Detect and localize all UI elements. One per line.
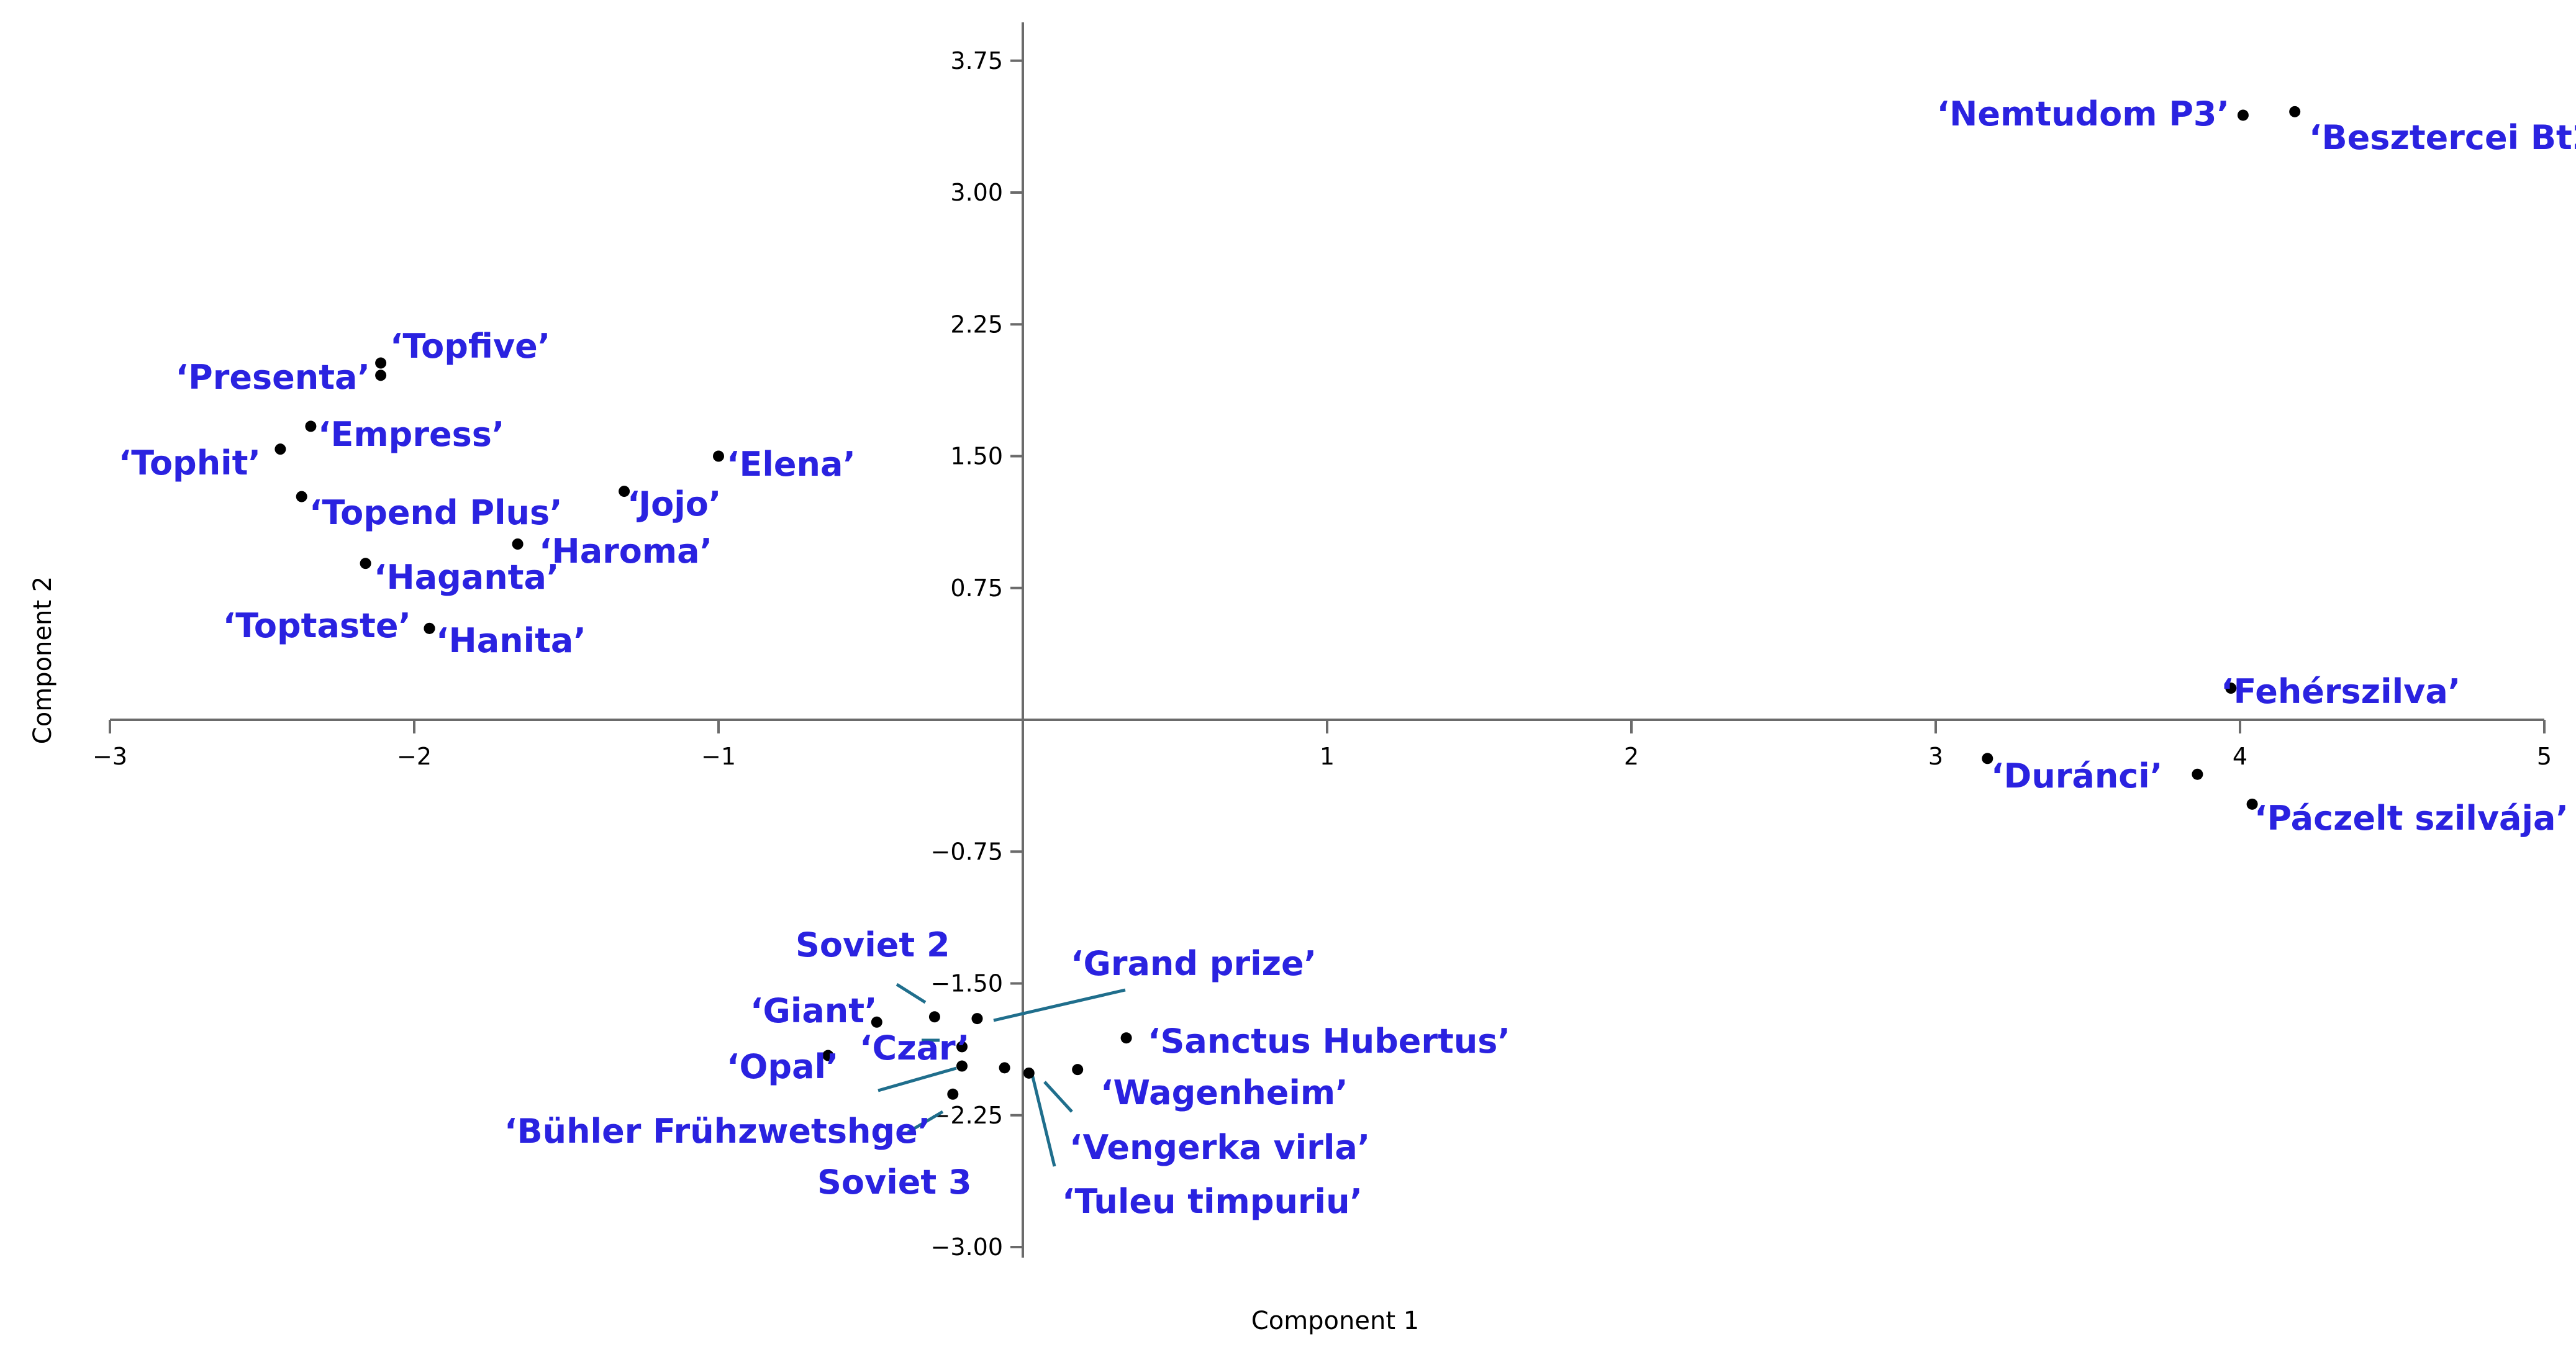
data-point xyxy=(512,538,524,550)
leader-lines xyxy=(878,983,1126,1167)
point-label: ‘Haroma’ xyxy=(539,532,712,571)
leader-line xyxy=(896,983,927,1004)
point-labels: ‘Nemtudom P3’ ‘Besztercei Bt2’ ‘Topfive’ ‘P… xyxy=(119,94,2576,1221)
data-point xyxy=(1023,1067,1035,1079)
x-tick-label: −1 xyxy=(701,743,736,770)
data-point xyxy=(971,1013,983,1025)
y-tick-label: −2.25 xyxy=(931,1102,1003,1129)
data-point xyxy=(2246,798,2258,810)
point-label: ‘Presenta’ xyxy=(176,358,370,397)
x-tick-label: 5 xyxy=(2537,743,2552,770)
y-axis-title: Component 2 xyxy=(29,576,57,744)
data-point xyxy=(2192,768,2203,780)
point-label: ‘Giant’ xyxy=(750,991,878,1030)
point-label: ‘Bühler Frühzwetshge’ xyxy=(504,1112,930,1151)
point-label: ‘Besztercei Bt2’ xyxy=(2309,118,2576,157)
point-label: Soviet 2 xyxy=(796,925,950,964)
point-label: ‘Hanita’ xyxy=(436,621,586,660)
data-points xyxy=(274,106,2301,1100)
y-tick-label: 3.00 xyxy=(950,179,1003,206)
data-point xyxy=(713,450,724,462)
x-tick-label: −2 xyxy=(397,743,432,770)
x-tick-label: 3 xyxy=(1928,743,1943,770)
point-label: ‘Elena’ xyxy=(727,445,856,484)
data-point xyxy=(928,1011,940,1023)
point-label: ‘Nemtudom P3’ xyxy=(1937,94,2229,134)
leader-line xyxy=(1030,1074,1056,1167)
y-tick-label: 1.50 xyxy=(950,443,1003,470)
data-point xyxy=(360,558,371,570)
data-point xyxy=(2237,109,2249,121)
data-point xyxy=(274,443,286,455)
x-axis-title: Component 1 xyxy=(1251,1307,1419,1335)
point-label: ‘Jojo’ xyxy=(627,484,721,524)
data-point xyxy=(305,420,317,432)
x-tick-label: 1 xyxy=(1320,743,1335,770)
leader-line xyxy=(1043,1081,1073,1113)
y-tick-label: −0.75 xyxy=(931,838,1003,865)
point-label: ‘Haganta’ xyxy=(374,558,559,597)
data-point xyxy=(871,1016,882,1028)
y-tick-label: −1.50 xyxy=(931,970,1003,997)
leader-line xyxy=(907,1110,944,1134)
point-label: ‘Fehérszilva’ xyxy=(2221,672,2460,711)
point-label: ‘Topfive’ xyxy=(390,327,550,366)
data-point xyxy=(1120,1032,1132,1044)
data-point xyxy=(956,1060,968,1072)
data-point xyxy=(1982,753,1993,765)
data-point xyxy=(822,1050,834,1061)
y-tick-label: 0.75 xyxy=(950,574,1003,602)
data-point xyxy=(956,1041,968,1053)
ticks: −3 −2 −1 1 2 3 4 5 3.75 3.00 2.25 1.50 0.75 −0.75 −1.5… xyxy=(93,47,2552,1261)
point-label: ‘Páczelt szilvája’ xyxy=(2254,799,2569,838)
data-point xyxy=(1072,1064,1084,1076)
point-label: ‘Empress’ xyxy=(318,415,504,454)
x-tick-label: −3 xyxy=(93,743,127,770)
data-point xyxy=(375,370,387,381)
data-point xyxy=(375,357,387,369)
data-point xyxy=(2289,106,2301,117)
data-point xyxy=(2225,683,2237,694)
point-label: ‘Wagenheim’ xyxy=(1100,1073,1348,1112)
point-label: ‘Vengerka virla’ xyxy=(1069,1128,1370,1167)
x-tick-label: 2 xyxy=(1624,743,1639,770)
point-label: ‘Opal’ xyxy=(727,1047,839,1086)
data-point xyxy=(947,1088,959,1100)
leader-line xyxy=(993,988,1126,1022)
point-label: ‘Topend Plus’ xyxy=(309,493,563,532)
data-point xyxy=(424,622,435,634)
y-tick-label: 3.75 xyxy=(950,47,1003,75)
leader-line xyxy=(878,1066,957,1092)
point-label: ‘Tophit’ xyxy=(119,443,261,483)
x-tick-label: 4 xyxy=(2233,743,2247,770)
data-point xyxy=(999,1062,1010,1074)
data-point xyxy=(619,486,630,497)
point-label: Soviet 3 xyxy=(817,1163,972,1202)
point-label: ‘Duránci’ xyxy=(1991,756,2162,796)
point-label: ‘Sanctus Hubertus’ xyxy=(1148,1022,1510,1061)
y-tick-label: 2.25 xyxy=(950,311,1003,338)
y-tick-label: −3.00 xyxy=(931,1233,1003,1261)
point-label: ‘Tuleu timpuriu’ xyxy=(1062,1182,1363,1221)
data-point xyxy=(296,491,307,502)
point-label: ‘Czar’ xyxy=(859,1028,969,1068)
point-label: ‘Toptaste’ xyxy=(223,606,411,645)
point-label: ‘Grand prize’ xyxy=(1071,944,1317,983)
